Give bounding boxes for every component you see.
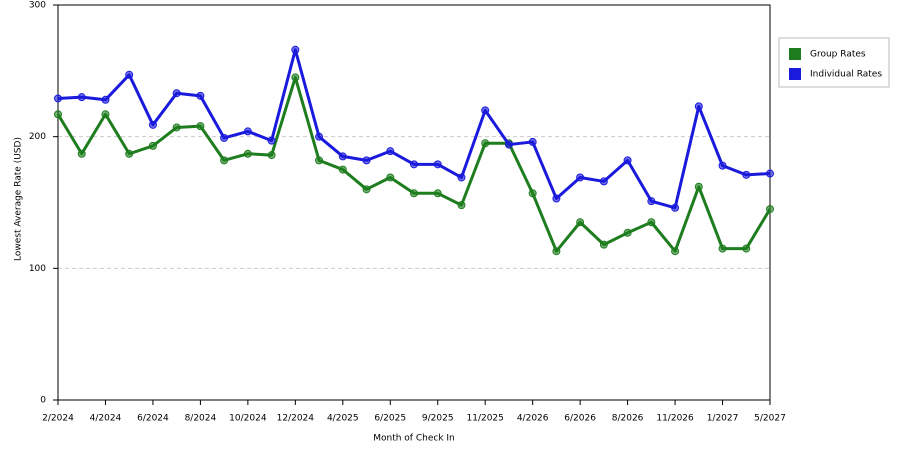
y-tick-label: 100	[29, 264, 46, 274]
point	[148, 120, 157, 129]
point	[220, 156, 229, 165]
legend-label: Individual Rates	[810, 70, 882, 80]
point	[504, 140, 513, 149]
point	[647, 197, 656, 206]
point	[766, 205, 774, 214]
point	[101, 95, 110, 104]
point	[338, 152, 347, 161]
point	[196, 122, 205, 131]
y-axis-label: Lowest Average Rate (USD)	[14, 137, 24, 261]
point	[481, 139, 490, 148]
point	[386, 147, 395, 156]
x-tick-label: 11/2025	[467, 414, 504, 424]
point	[267, 151, 276, 160]
point	[576, 218, 585, 227]
point	[291, 45, 300, 54]
point	[315, 156, 324, 165]
point	[623, 228, 632, 237]
x-tick-label: 10/2024	[229, 414, 267, 424]
point	[718, 244, 727, 253]
y-tick-label: 300	[29, 1, 46, 11]
point	[528, 137, 537, 146]
point	[718, 161, 727, 170]
point	[457, 201, 466, 210]
x-tick-label: 6/2025	[374, 414, 406, 424]
x-tick-label: 4/2026	[517, 414, 549, 424]
point	[220, 133, 229, 142]
point	[576, 173, 585, 182]
x-tick-label: 9/2025	[422, 414, 454, 424]
point	[291, 73, 300, 82]
point	[362, 156, 371, 165]
point	[148, 141, 157, 150]
legend-swatch	[789, 68, 801, 80]
point	[528, 189, 537, 198]
point	[623, 156, 632, 165]
legend-label: Group Rates	[810, 50, 866, 60]
point	[101, 110, 110, 119]
point	[125, 149, 134, 158]
point	[172, 89, 181, 98]
point	[433, 189, 442, 198]
series-line	[57, 48, 771, 210]
x-tick-label: 6/2026	[564, 414, 596, 424]
point	[267, 136, 276, 145]
point	[481, 106, 490, 115]
x-tick-label: 12/2024	[277, 414, 315, 424]
point	[125, 70, 134, 79]
point	[671, 247, 680, 256]
point	[742, 244, 751, 253]
point	[77, 93, 86, 102]
point	[77, 149, 86, 158]
point	[338, 165, 347, 174]
y-tick-label: 200	[29, 132, 46, 142]
x-tick-label: 8/2026	[612, 414, 644, 424]
point	[552, 194, 561, 203]
legend-swatch	[789, 48, 801, 60]
point	[457, 173, 466, 182]
point	[433, 160, 442, 169]
point	[172, 123, 181, 132]
point	[386, 173, 395, 182]
point	[599, 240, 608, 249]
point	[410, 189, 418, 198]
x-tick-label: 6/2024	[137, 414, 169, 424]
point	[243, 127, 252, 136]
y-tick-label: 0	[40, 396, 46, 406]
point	[647, 218, 656, 227]
x-tick-label: 11/2026	[656, 414, 694, 424]
x-tick-label: 1/2027	[707, 414, 739, 424]
x-tick-label: 8/2024	[185, 414, 217, 424]
x-tick-label: 2/2024	[42, 414, 74, 424]
x-tick-label: 5/2027	[754, 414, 786, 424]
point	[671, 203, 680, 212]
x-axis-label: Month of Check In	[373, 434, 455, 444]
x-tick-label: 4/2025	[327, 414, 359, 424]
point	[54, 94, 62, 103]
point	[243, 149, 252, 158]
point	[410, 160, 418, 169]
point	[552, 247, 561, 256]
point	[599, 177, 608, 186]
point	[766, 169, 774, 178]
point	[362, 185, 371, 194]
point	[694, 102, 703, 111]
point	[694, 182, 703, 191]
point	[54, 110, 62, 119]
point	[742, 170, 751, 179]
point	[315, 132, 324, 141]
x-tick-label: 4/2024	[90, 414, 122, 424]
point	[196, 91, 205, 100]
plot-frame	[57, 4, 771, 401]
